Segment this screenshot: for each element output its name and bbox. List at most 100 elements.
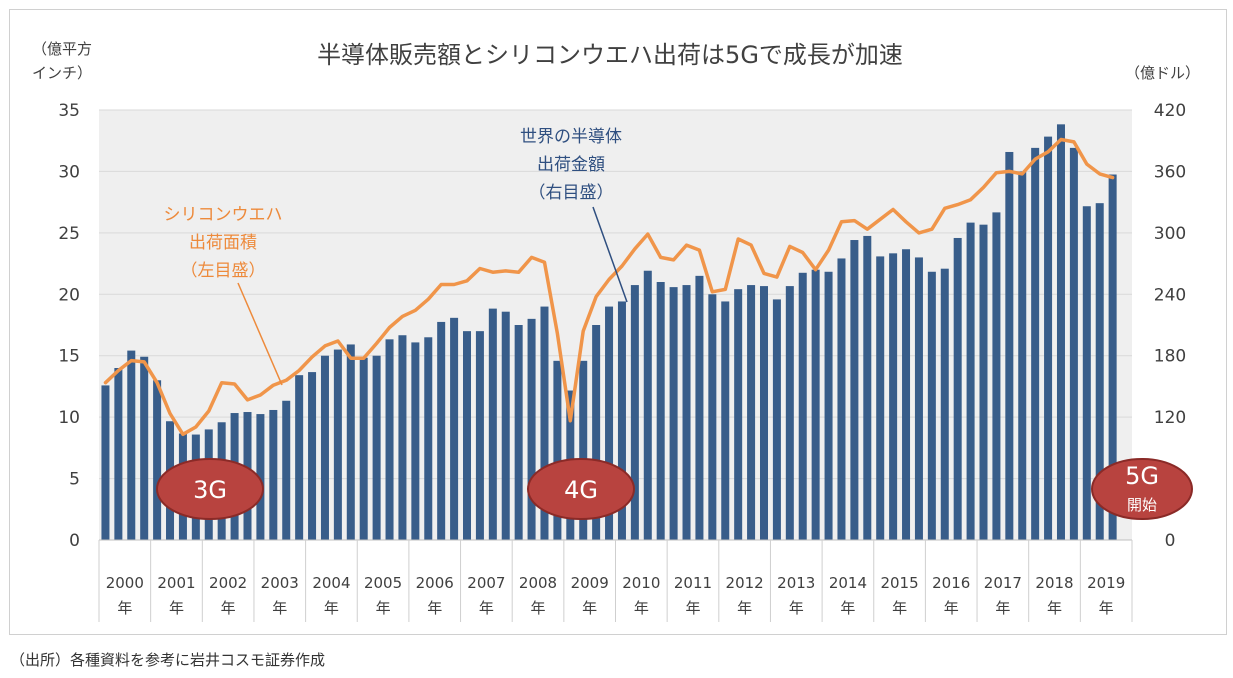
year-label: 2000 (106, 574, 144, 592)
semiconductor-sales-bar (127, 350, 136, 540)
year-suffix-label: 年 (634, 599, 649, 617)
left-axis-ticks: 0 5 10 15 20 25 30 35 (58, 101, 80, 551)
year-suffix-label: 年 (582, 599, 597, 617)
semis-annotation-line-3: （右目盛） (529, 183, 614, 203)
left-tick-label: 30 (58, 162, 80, 182)
wafer-shipment-line-layer (103, 137, 1115, 437)
semiconductor-sales-bar (940, 268, 949, 540)
right-axis-label: （億ドル） (1125, 64, 1200, 82)
left-tick-label: 25 (58, 224, 80, 244)
year-suffix-label: 年 (169, 599, 184, 617)
semiconductor-sales-bar (153, 380, 162, 540)
semiconductor-sales-bar (372, 355, 381, 540)
semiconductor-sales-bar (966, 222, 975, 540)
year-label: 2016 (932, 574, 970, 592)
year-suffix-label: 年 (324, 599, 339, 617)
semiconductor-sales-bar (450, 317, 459, 540)
badge-5g-ellipse (1091, 458, 1193, 520)
semiconductor-sales-bar (979, 224, 988, 540)
semiconductor-sales-bar (527, 318, 536, 540)
semiconductor-sales-bar (902, 249, 911, 540)
year-label: 2007 (467, 574, 505, 592)
semiconductor-sales-bar (1044, 136, 1053, 540)
semiconductor-sales-bar (1031, 147, 1040, 540)
year-suffix-label: 年 (789, 599, 804, 617)
semiconductor-sales-bar (889, 253, 898, 541)
wafer-annotation-leader (237, 282, 283, 386)
semiconductor-sales-bar (811, 269, 820, 540)
year-label: 2017 (984, 574, 1022, 592)
right-tick-label: 240 (1154, 285, 1186, 305)
left-axis-label-line-2: インチ） (32, 64, 92, 82)
semiconductor-sales-bar (1056, 124, 1065, 540)
chart-canvas: 半導体販売額とシリコンウエハ出荷は5Gで成長が加速 （億平方 インチ） （億ドル… (32, 40, 1200, 622)
semiconductor-sales-bar (605, 306, 614, 540)
semiconductor-sales-bar (785, 286, 794, 540)
semiconductor-sales-bar (140, 356, 149, 540)
wafer-annotation-line-3: （左目盛） (181, 261, 266, 281)
semiconductor-sales-bar (463, 331, 472, 540)
chart-frame: 半導体販売額とシリコンウエハ出荷は5Gで成長が加速 （億平方 インチ） （億ドル… (9, 9, 1227, 635)
year-label: 2011 (674, 574, 712, 592)
semiconductor-sales-bar (992, 212, 1001, 540)
wafer-annotation-line-2: 出荷面積 (189, 233, 257, 253)
year-label: 2001 (157, 574, 195, 592)
semiconductor-sales-bar (514, 325, 523, 540)
semiconductor-sales-bar (1069, 147, 1078, 540)
year-suffix-label: 年 (272, 599, 287, 617)
badge-3g: 3G (156, 458, 264, 520)
chart-title: 半導体販売額とシリコンウエハ出荷は5Gで成長が加速 (317, 41, 903, 69)
wafer-shipment-line (103, 137, 1115, 437)
semiconductor-sales-bar (1108, 174, 1117, 540)
semiconductor-sales-bar (269, 409, 278, 540)
year-suffix-label: 年 (892, 599, 907, 617)
year-label: 2006 (416, 574, 454, 592)
semiconductor-sales-bar (411, 342, 420, 540)
semiconductor-sales-bar (385, 339, 394, 540)
year-label: 2009 (571, 574, 609, 592)
year-suffix-label: 年 (1099, 599, 1114, 617)
right-tick-label: 0 (1165, 531, 1176, 551)
year-label: 2019 (1087, 574, 1125, 592)
badge-4g-ellipse (527, 458, 635, 520)
semiconductor-sales-bar (488, 308, 497, 540)
semiconductor-sales-bar (643, 270, 652, 540)
semiconductor-sales-bar (721, 301, 730, 540)
year-suffix-label: 年 (117, 599, 132, 617)
semiconductor-sales-bar (759, 286, 768, 540)
left-tick-label: 15 (58, 347, 80, 367)
left-tick-label: 10 (58, 408, 80, 428)
semiconductor-sales-bar (837, 258, 846, 540)
year-label: 2012 (726, 574, 764, 592)
semiconductor-sales-bar (540, 306, 549, 540)
right-tick-label: 120 (1154, 408, 1186, 428)
right-tick-label: 360 (1154, 162, 1186, 182)
year-suffix-label: 年 (376, 599, 391, 617)
year-label: 2005 (364, 574, 402, 592)
year-suffix-label: 年 (685, 599, 700, 617)
semiconductor-sales-bar (359, 357, 368, 540)
semiconductor-sales-bar (798, 272, 807, 540)
year-suffix-label: 年 (221, 599, 236, 617)
year-label: 2002 (209, 574, 247, 592)
right-tick-label: 180 (1154, 347, 1186, 367)
year-suffix-label: 年 (840, 599, 855, 617)
wafer-annotation-line-1: シリコンウエハ (164, 205, 283, 225)
semis-annotation-line-2: 出荷金額 (537, 155, 605, 175)
semiconductor-sales-bar (256, 414, 265, 540)
year-suffix-label: 年 (531, 599, 546, 617)
badge-4g: 4G (527, 458, 635, 520)
semiconductor-sales-bar (475, 331, 484, 540)
semiconductor-sales-bar (398, 335, 407, 540)
year-suffix-label: 年 (995, 599, 1010, 617)
year-label: 2010 (622, 574, 660, 592)
x-axis-year-labels: 2000 年 2001 年 2002 年 2003 年 2004 年 2005 年 2006 年 2007 年… (98, 539, 1133, 622)
semiconductor-sales-bar (772, 299, 781, 540)
semiconductor-sales-bar (630, 285, 639, 540)
left-tick-label: 20 (58, 285, 80, 305)
semiconductor-sales-bar (617, 301, 626, 540)
semiconductor-sales-bar (346, 344, 355, 540)
semiconductor-sales-bar (876, 256, 885, 540)
semiconductor-sales-bar (295, 375, 304, 540)
semiconductor-sales-bar (114, 368, 123, 540)
